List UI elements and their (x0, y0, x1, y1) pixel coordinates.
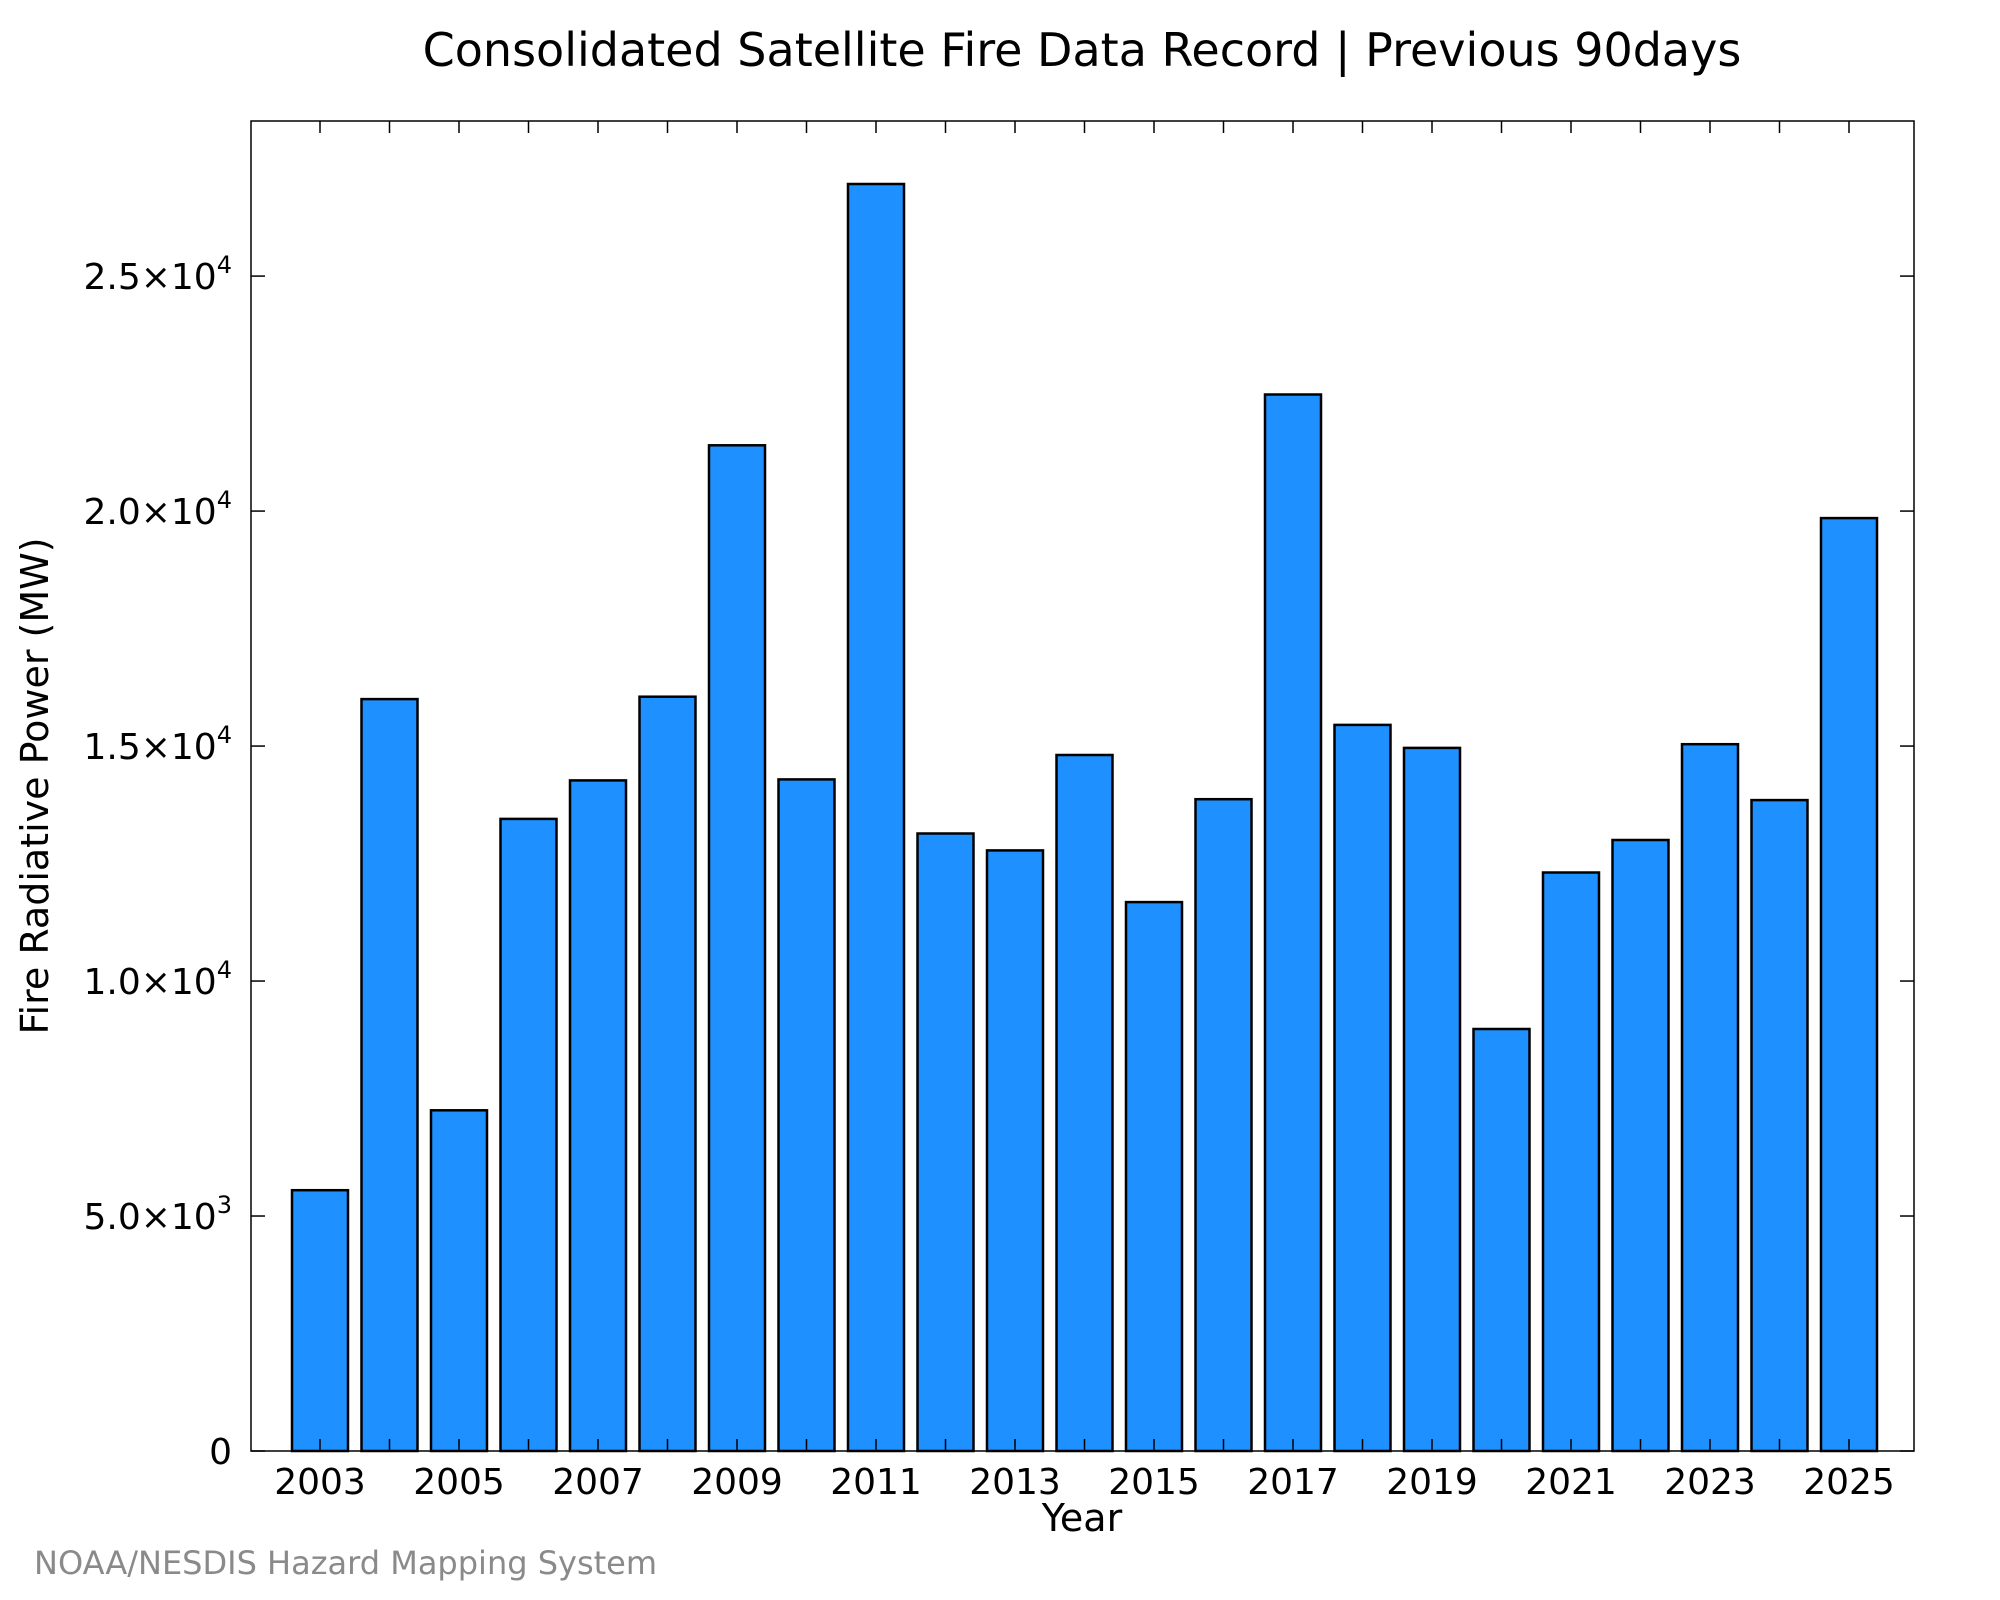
chart-title: Consolidated Satellite Fire Data Record … (423, 23, 1742, 78)
y-tick-label-0: 0 (209, 1432, 232, 1473)
bar-2017 (1263, 393, 1323, 1453)
credit-text: NOAA/NESDIS Hazard Mapping System (34, 1544, 657, 1582)
x-tick-label-2019: 2019 (1386, 1462, 1478, 1503)
bar-2020 (1472, 1027, 1531, 1453)
x-tick-label-2003: 2003 (274, 1462, 366, 1503)
y-tick-label-20000: 2.0×104 (83, 486, 232, 533)
x-tick-label-2005: 2005 (413, 1462, 505, 1503)
x-tick-label-2007: 2007 (552, 1462, 644, 1503)
x-tick-label-2013: 2013 (969, 1462, 1061, 1503)
bar-2014 (1055, 753, 1114, 1453)
bar-2013 (985, 849, 1045, 1453)
y-tick-label-25000: 2.5×104 (83, 251, 232, 298)
bar-2023 (1680, 742, 1740, 1453)
bar-2022 (1611, 838, 1670, 1453)
x-tick-label-2011: 2011 (830, 1462, 922, 1503)
bar-2021 (1541, 871, 1601, 1453)
bar-2008 (638, 695, 697, 1453)
x-tick-label-2017: 2017 (1247, 1462, 1339, 1503)
bar-2025 (1819, 516, 1879, 1453)
bar-2005 (429, 1109, 489, 1453)
bar-2019 (1402, 746, 1462, 1453)
bar-2016 (1194, 797, 1253, 1453)
bar-2011 (846, 182, 906, 1453)
y-tick-label-15000: 1.5×104 (83, 721, 232, 768)
bar-2004 (360, 697, 419, 1453)
y-tick-label-10000: 1.0×104 (83, 956, 232, 1003)
x-tick-label-2009: 2009 (691, 1462, 783, 1503)
bar-2018 (1333, 723, 1392, 1453)
bar-2009 (707, 444, 767, 1453)
bar-2024 (1750, 798, 1809, 1453)
plot-area: 2003 2005 2007 2009 2011 2013 2015 2017 2019 2021… (83, 120, 1915, 1503)
y-axis-label: Fire Radiative Power (MW) (13, 537, 57, 1034)
bar-2015 (1124, 900, 1184, 1453)
ticks: 2003 2005 2007 2009 2011 2013 2015 2017 2019 2021… (83, 121, 1914, 1503)
bar-2007 (568, 779, 628, 1453)
plot-frame (250, 120, 1915, 1452)
bar-2006 (499, 817, 558, 1453)
x-tick-label-2023: 2023 (1664, 1462, 1756, 1503)
bar-2010 (777, 778, 836, 1453)
x-tick-label-2021: 2021 (1525, 1462, 1617, 1503)
x-axis-label: Year (1041, 1496, 1123, 1540)
y-tick-label-5000: 5.0×103 (83, 1191, 232, 1238)
bar-2003 (290, 1188, 350, 1453)
x-tick-label-2015: 2015 (1108, 1462, 1200, 1503)
bar-2012 (916, 832, 975, 1453)
x-tick-label-2025: 2025 (1803, 1462, 1895, 1503)
bars (290, 182, 1879, 1453)
